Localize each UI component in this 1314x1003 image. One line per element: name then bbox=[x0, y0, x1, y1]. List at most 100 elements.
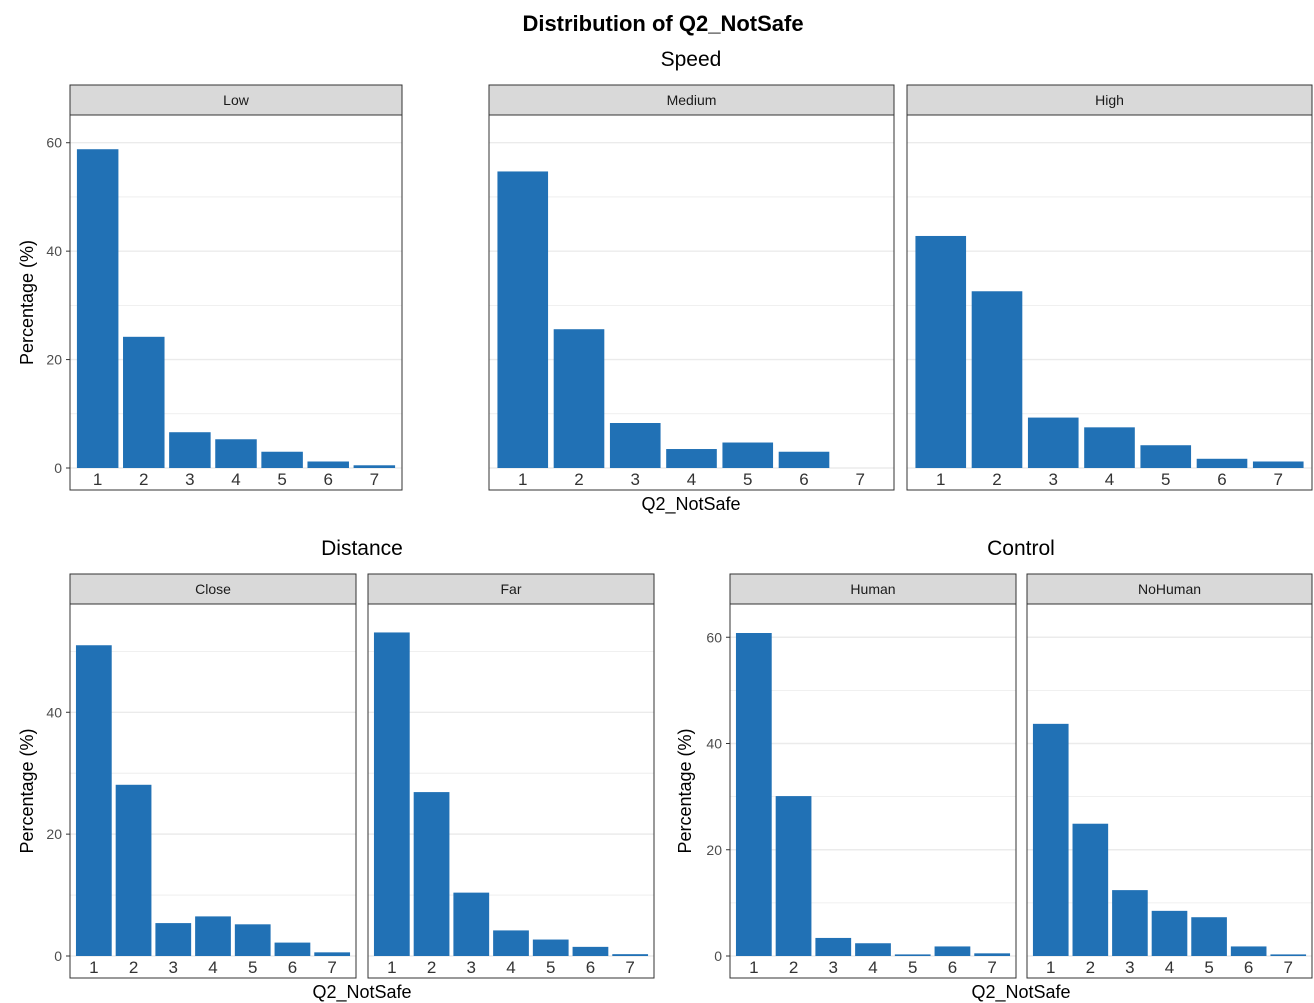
x-tick-label: 2 bbox=[789, 958, 798, 977]
group-title: Distance bbox=[321, 537, 403, 560]
bar-7 bbox=[974, 953, 1011, 956]
panel-low: Low 1 2 3 4 5 6 7 0 20 40 60 bbox=[46, 84, 403, 491]
bar-4 bbox=[1151, 910, 1188, 956]
x-tick-label: 3 bbox=[185, 470, 194, 489]
panel-border bbox=[488, 114, 895, 491]
x-tick-label: 6 bbox=[288, 958, 297, 977]
x-tick-label: 1 bbox=[749, 958, 758, 977]
bar-2 bbox=[775, 796, 812, 956]
x-tick-label: 3 bbox=[467, 958, 476, 977]
x-tick-label: 3 bbox=[1049, 470, 1058, 489]
bar-6 bbox=[934, 946, 971, 956]
x-tick-label: 6 bbox=[799, 470, 808, 489]
x-tick-label: 5 bbox=[546, 958, 555, 977]
bar-7 bbox=[612, 954, 649, 956]
bar-1 bbox=[1032, 723, 1069, 956]
x-tick-label: 5 bbox=[248, 958, 257, 977]
x-tick-label: 5 bbox=[1204, 958, 1213, 977]
y-tick-label: 20 bbox=[706, 842, 722, 858]
x-tick-label: 5 bbox=[743, 470, 752, 489]
facet-label: NoHuman bbox=[1138, 581, 1201, 597]
bar-6 bbox=[274, 942, 311, 956]
x-tick-label: 1 bbox=[518, 470, 527, 489]
x-tick-label: 4 bbox=[231, 470, 240, 489]
x-tick-label: 2 bbox=[992, 470, 1001, 489]
x-tick-label: 7 bbox=[327, 958, 336, 977]
x-tick-label: 7 bbox=[370, 470, 379, 489]
bar-1 bbox=[76, 149, 119, 468]
x-tick-label: 6 bbox=[1217, 470, 1226, 489]
y-tick-label: 60 bbox=[46, 135, 62, 151]
y-tick-label: 0 bbox=[54, 460, 62, 476]
bar-6 bbox=[1230, 946, 1267, 956]
bar-6 bbox=[307, 461, 349, 468]
x-tick-label: 6 bbox=[586, 958, 595, 977]
bar-5 bbox=[261, 451, 303, 468]
bar-4 bbox=[666, 449, 717, 468]
bar-2 bbox=[123, 336, 165, 468]
x-tick-label: 7 bbox=[1274, 470, 1283, 489]
x-tick-label: 4 bbox=[868, 958, 877, 977]
y-axis-label: Percentage (%) bbox=[17, 240, 37, 365]
bar-7 bbox=[314, 952, 351, 956]
x-tick-label: 1 bbox=[1046, 958, 1055, 977]
bar-2 bbox=[115, 784, 152, 956]
bar-4 bbox=[855, 943, 891, 956]
facet-strip bbox=[367, 573, 655, 605]
x-tick-label: 3 bbox=[1125, 958, 1134, 977]
bar-6 bbox=[572, 946, 609, 956]
facet-label: Close bbox=[195, 581, 231, 597]
bar-5 bbox=[722, 442, 774, 468]
x-tick-label: 7 bbox=[1284, 958, 1293, 977]
panel-medium: Medium 1 2 3 4 5 6 7 bbox=[488, 84, 895, 491]
bar-4 bbox=[493, 930, 529, 956]
panel-background bbox=[489, 115, 894, 490]
facet-strip bbox=[69, 84, 403, 116]
facet-label: Human bbox=[850, 581, 895, 597]
group-title: Speed bbox=[661, 48, 722, 71]
bar-7 bbox=[353, 465, 396, 468]
x-tick-label: 1 bbox=[93, 470, 102, 489]
panel-border bbox=[367, 603, 655, 979]
chart-title: Distribution of Q2_NotSafe bbox=[522, 11, 803, 36]
facet-strip bbox=[488, 84, 895, 116]
x-tick-label: 2 bbox=[139, 470, 148, 489]
x-tick-label: 2 bbox=[129, 958, 138, 977]
chart-group-speed: Speed Low 1 2 3 4 5 6 7 0 20 40 60 Medium 1 2 3 4 5 6 7 High 1… bbox=[17, 48, 1313, 515]
facet-label: Low bbox=[223, 92, 250, 108]
panel-close: Close 1 2 3 4 5 6 7 0 20 40 bbox=[46, 573, 357, 979]
bar-3 bbox=[1027, 417, 1079, 468]
bar-5 bbox=[894, 954, 931, 956]
bar-3 bbox=[155, 923, 192, 956]
y-tick-label: 40 bbox=[46, 704, 62, 720]
panel-high: High 1 2 3 4 5 6 7 bbox=[906, 84, 1313, 491]
y-tick-label: 60 bbox=[706, 629, 722, 645]
x-tick-label: 3 bbox=[631, 470, 640, 489]
panel-border bbox=[69, 114, 403, 491]
panel-far: Far 1 2 3 4 5 6 7 bbox=[367, 573, 655, 979]
facet-strip bbox=[69, 573, 357, 605]
bar-5 bbox=[1191, 917, 1227, 956]
x-tick-label: 2 bbox=[1086, 958, 1095, 977]
bar-1 bbox=[373, 632, 410, 956]
x-tick-label: 6 bbox=[948, 958, 957, 977]
panel-background bbox=[70, 115, 402, 490]
x-tick-label: 4 bbox=[506, 958, 515, 977]
bar-3 bbox=[453, 892, 490, 956]
x-tick-label: 4 bbox=[208, 958, 217, 977]
x-tick-label: 1 bbox=[89, 958, 98, 977]
chart-group-distance: Distance Close 1 2 3 4 5 6 7 0 20 40 Far 1 2 3 4 5 6 7 Perce… bbox=[17, 537, 655, 1003]
bar-2 bbox=[971, 291, 1023, 468]
bar-5 bbox=[234, 924, 271, 956]
panel-background bbox=[368, 604, 654, 978]
x-tick-label: 4 bbox=[687, 470, 696, 489]
y-tick-label: 0 bbox=[54, 948, 62, 964]
bar-2 bbox=[553, 329, 605, 468]
y-tick-label: 40 bbox=[46, 243, 62, 259]
bar-3 bbox=[815, 937, 852, 956]
panel-background bbox=[730, 604, 1016, 978]
x-tick-label: 7 bbox=[856, 470, 865, 489]
y-tick-label: 20 bbox=[46, 826, 62, 842]
